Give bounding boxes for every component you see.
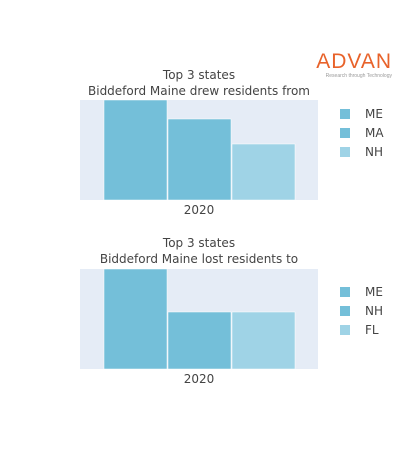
bar-me bbox=[103, 99, 168, 201]
legend-swatch-nh bbox=[340, 306, 350, 316]
logo-text: ADVAN bbox=[316, 50, 392, 73]
chart-drew-residents-from: Top 3 states Biddeford Maine drew residen… bbox=[80, 68, 384, 217]
legend-label-fl: FL bbox=[365, 323, 379, 337]
legend-label-ma: MA bbox=[365, 126, 384, 140]
legend-label-nh: NH bbox=[365, 145, 383, 159]
legend-label-me: ME bbox=[365, 285, 383, 299]
legend-swatch-fl bbox=[340, 325, 350, 335]
legend-swatch-me bbox=[340, 109, 350, 119]
logo-tagline: Research through Technology bbox=[325, 73, 392, 79]
advan-logo: ADVAN Research through Technology bbox=[316, 50, 392, 80]
chart-title-line: Top 3 states bbox=[162, 68, 235, 82]
bar-nh bbox=[231, 143, 296, 201]
legend-swatch-nh bbox=[340, 147, 350, 157]
legend-label-me: ME bbox=[365, 107, 383, 121]
x-tick-label: 2020 bbox=[184, 203, 215, 217]
legend-swatch-ma bbox=[340, 128, 350, 138]
legend-swatch-me bbox=[340, 287, 350, 297]
bar-ma bbox=[167, 118, 232, 201]
bar-nh bbox=[167, 311, 232, 370]
chart-title-line: Biddeford Maine drew residents from bbox=[88, 84, 310, 98]
bar-me bbox=[103, 268, 168, 370]
chart-lost-residents-to: Top 3 states Biddeford Maine lost residen… bbox=[80, 236, 383, 386]
bar-fl bbox=[231, 311, 296, 370]
x-tick-label: 2020 bbox=[184, 372, 215, 386]
chart-title-line: Biddeford Maine lost residents to bbox=[100, 252, 298, 266]
chart-title-line: Top 3 states bbox=[162, 236, 235, 250]
legend-label-nh: NH bbox=[365, 304, 383, 318]
